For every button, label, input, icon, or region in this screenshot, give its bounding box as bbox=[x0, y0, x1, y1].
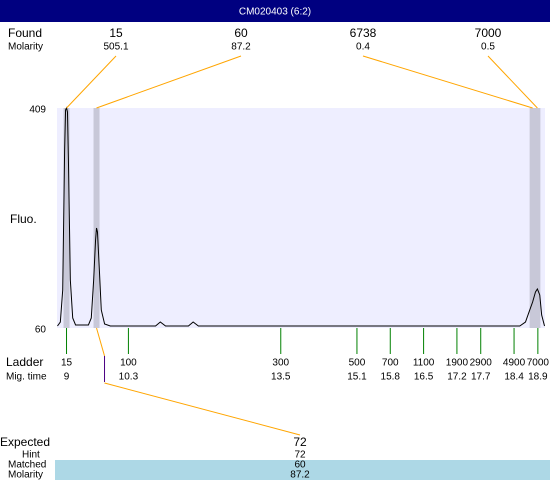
found-connector bbox=[487, 55, 538, 109]
expected-label: Expected bbox=[0, 435, 50, 449]
ladder-time: 17.7 bbox=[471, 372, 491, 383]
plot-area bbox=[57, 108, 545, 328]
ladder-time: 10.3 bbox=[119, 372, 139, 383]
peak-band bbox=[529, 108, 536, 328]
ladder-time: 17.2 bbox=[447, 372, 467, 383]
ladder-time: 18.4 bbox=[504, 372, 524, 383]
found-size: 15 bbox=[109, 26, 123, 40]
ladder-time: 9 bbox=[64, 372, 70, 383]
found-size: 6738 bbox=[350, 26, 377, 40]
molarity-label: Molarity bbox=[8, 42, 43, 53]
found-size: 7000 bbox=[475, 26, 502, 40]
ladder-time: 18.9 bbox=[528, 372, 548, 383]
matched-value: 60 bbox=[294, 460, 306, 471]
ladder-size: 7000 bbox=[527, 358, 550, 369]
title: CM020403 (6:2) bbox=[239, 7, 311, 18]
matched-band bbox=[55, 460, 550, 480]
ladder-label: Ladder bbox=[6, 355, 43, 369]
peak-band bbox=[93, 108, 100, 328]
found-connector bbox=[96, 55, 242, 109]
matched-label: Matched bbox=[8, 460, 46, 471]
matched-molarity: 87.2 bbox=[290, 470, 310, 480]
expected-connector bbox=[96, 327, 105, 357]
ladder-size: 2900 bbox=[470, 358, 493, 369]
found-molarity: 87.2 bbox=[231, 42, 251, 53]
expected-value: 72 bbox=[293, 435, 307, 449]
ladder-size: 700 bbox=[382, 358, 399, 369]
found-label: Found bbox=[8, 26, 42, 40]
mig-time-label: Mig. time bbox=[6, 372, 47, 383]
trace bbox=[57, 106, 546, 327]
molarity-label: Molarity bbox=[8, 470, 43, 480]
y-label: Fluo. bbox=[10, 212, 37, 226]
found-connector bbox=[66, 55, 117, 109]
found-connector bbox=[362, 55, 533, 109]
ladder-size: 100 bbox=[120, 358, 137, 369]
found-molarity: 0.5 bbox=[481, 42, 495, 53]
title-bar bbox=[0, 0, 550, 22]
ladder-size: 4900 bbox=[503, 358, 526, 369]
ladder-time: 13.5 bbox=[271, 372, 291, 383]
hint-label: Hint bbox=[22, 450, 40, 461]
ladder-time: 16.5 bbox=[414, 372, 434, 383]
ladder-time: 15.1 bbox=[347, 372, 367, 383]
ladder-size: 1900 bbox=[446, 358, 469, 369]
found-molarity: 505.1 bbox=[103, 42, 128, 53]
ladder-size: 15 bbox=[61, 358, 73, 369]
expected-connector bbox=[104, 382, 301, 436]
found-size: 60 bbox=[234, 26, 248, 40]
found-molarity: 0.4 bbox=[356, 42, 370, 53]
ladder-size: 1100 bbox=[413, 358, 435, 369]
peak-band bbox=[63, 108, 70, 328]
hint-value: 72 bbox=[294, 450, 306, 461]
y-tick-label: 409 bbox=[29, 105, 46, 116]
peak-band bbox=[534, 108, 541, 328]
ladder-size: 300 bbox=[272, 358, 289, 369]
y-tick-label: 60 bbox=[35, 325, 47, 336]
ladder-time: 15.8 bbox=[381, 372, 401, 383]
ladder-size: 500 bbox=[349, 358, 366, 369]
